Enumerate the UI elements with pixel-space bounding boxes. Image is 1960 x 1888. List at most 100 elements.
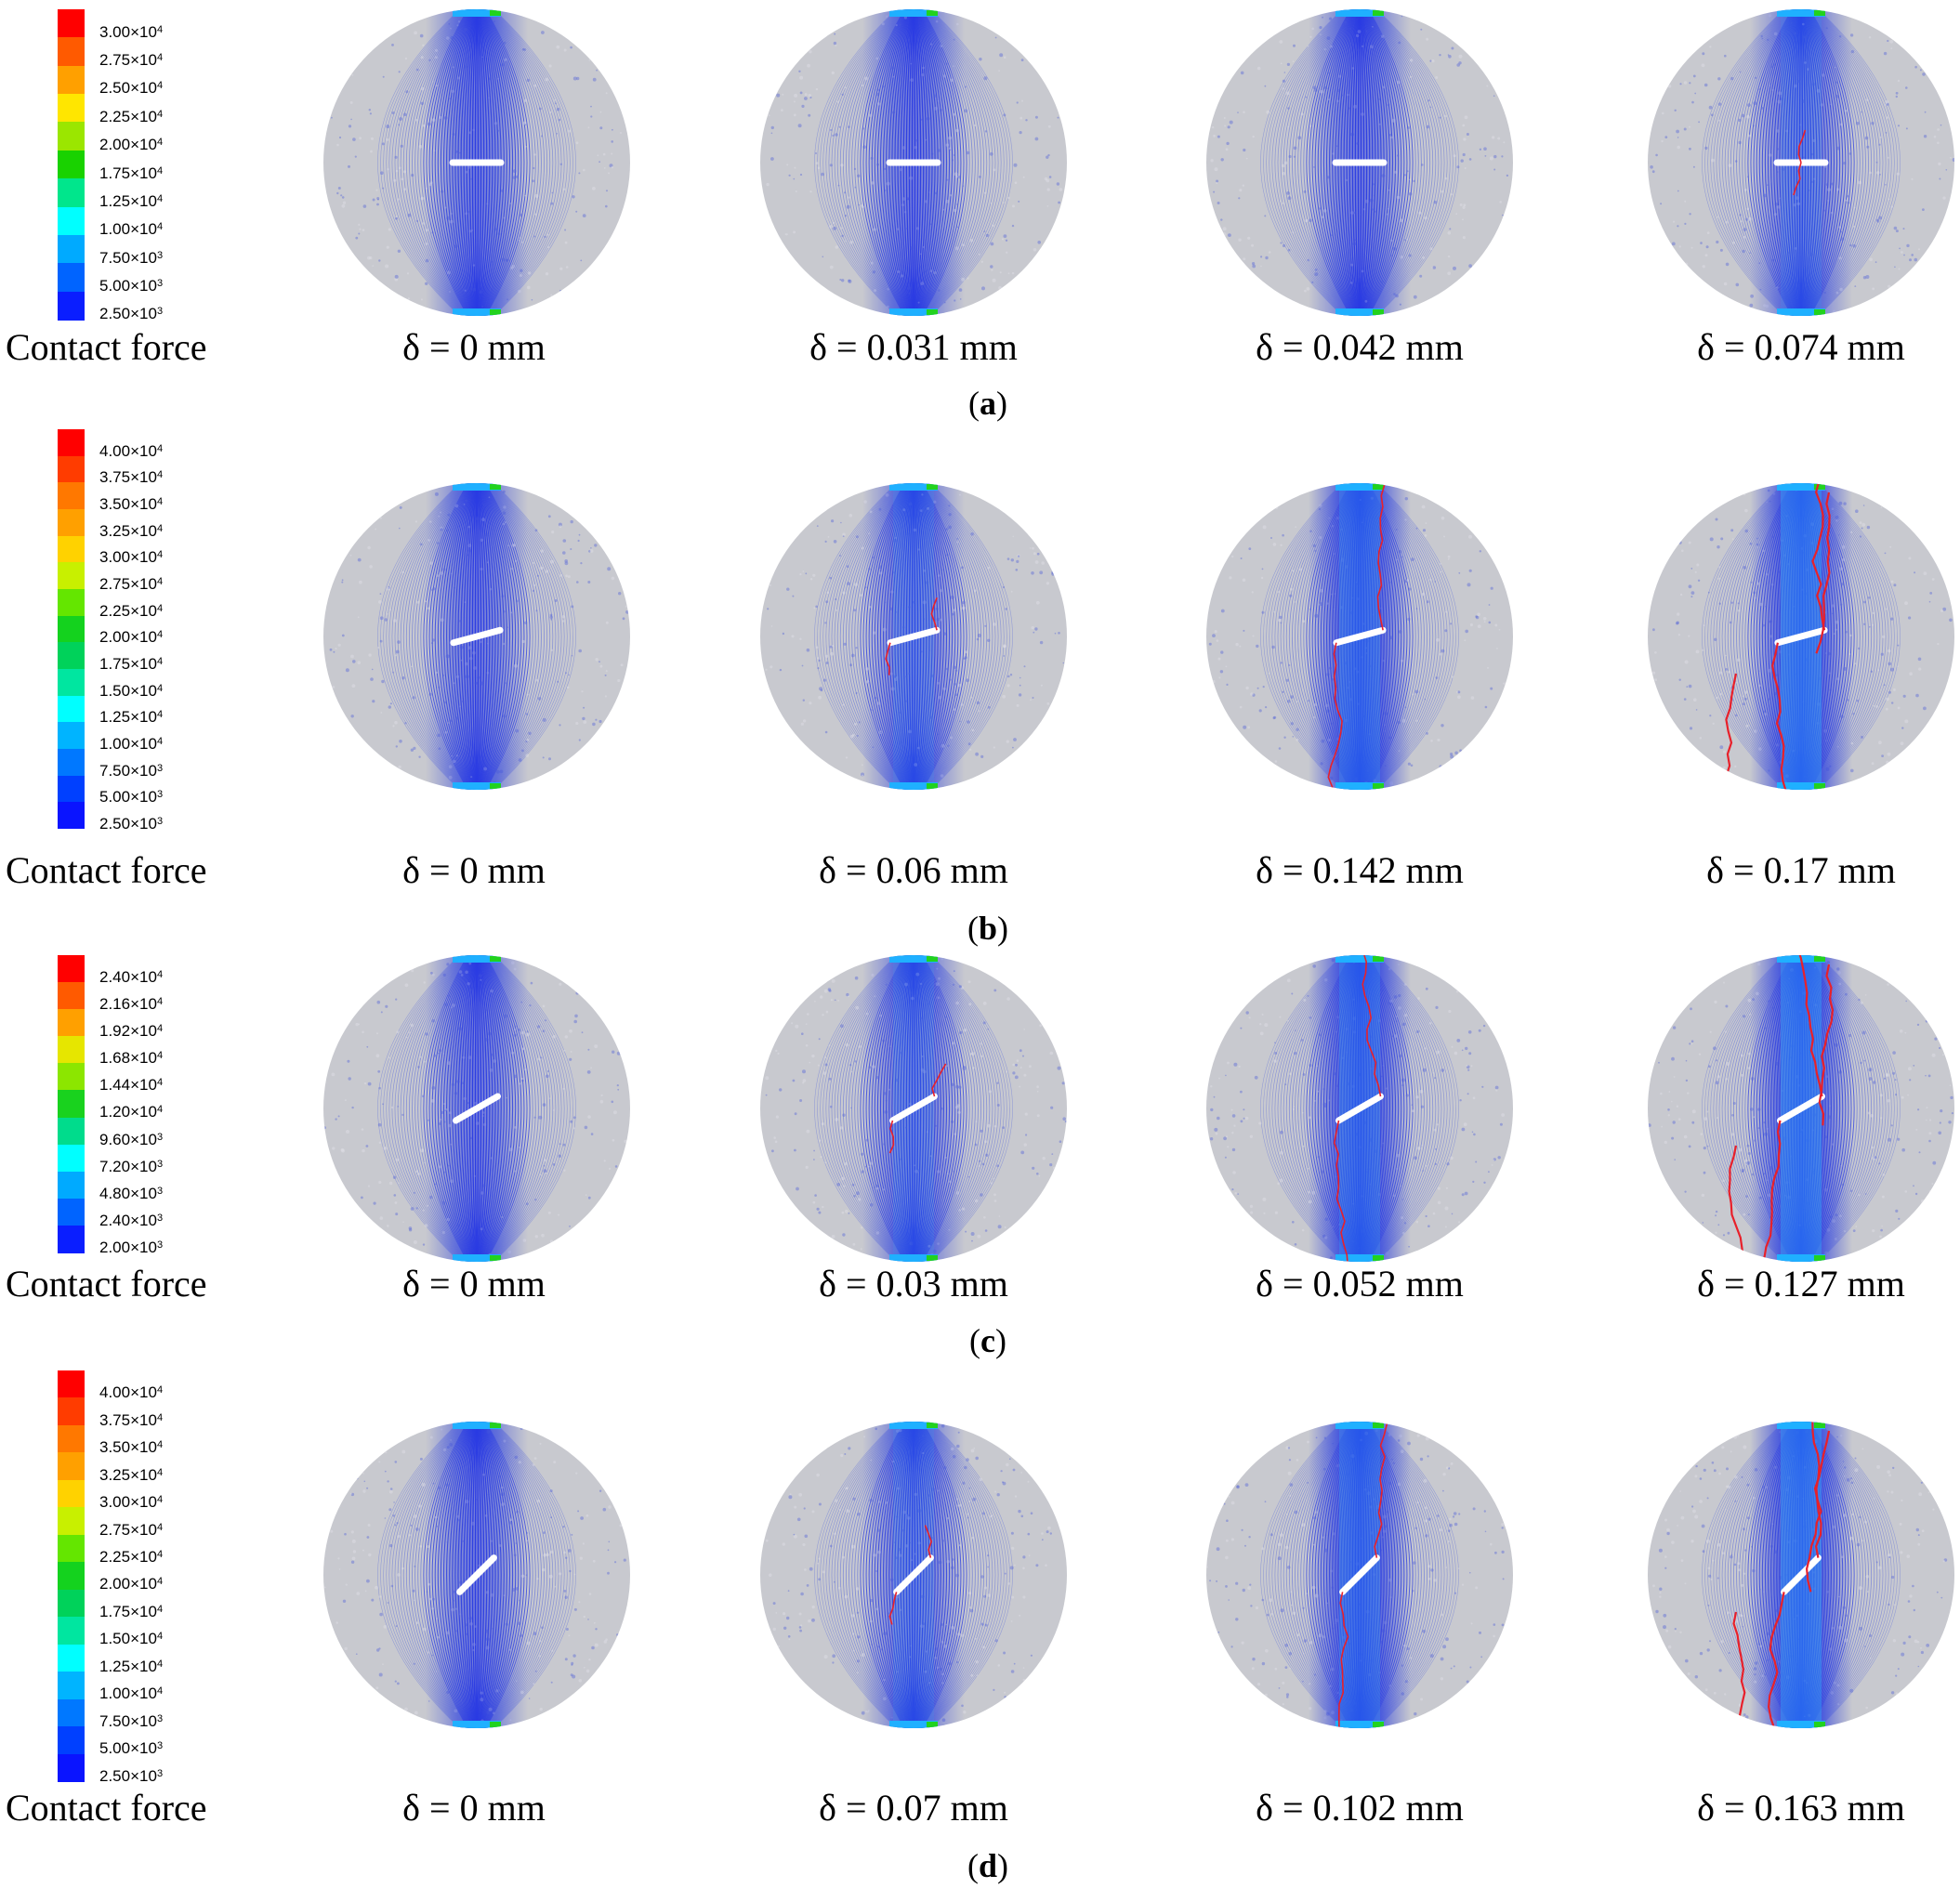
specimen-disk: [323, 9, 630, 316]
legend-swatch: [58, 9, 85, 38]
legend-tick-label: 1.68×104: [99, 1049, 164, 1068]
panel-label: (b): [967, 910, 1009, 947]
legend-title: Contact force: [6, 326, 207, 368]
legend-tick-label: 4.80×103: [99, 1184, 164, 1202]
loading-platen: [1335, 955, 1384, 963]
loading-platen: [1335, 308, 1384, 316]
displacement-caption: δ = 0.142 mm: [1256, 849, 1464, 891]
loading-platen: [889, 9, 938, 17]
crack: [888, 1120, 895, 1154]
legend-swatch: [58, 1424, 85, 1453]
legend-tick-label: 4.00×104: [99, 441, 164, 460]
legend-swatch: [58, 1009, 85, 1038]
crack: [1719, 673, 1738, 790]
legend-swatch: [58, 1063, 85, 1092]
displacement-caption: δ = 0.052 mm: [1256, 1263, 1464, 1305]
pre-existing-flaw: [1781, 1554, 1822, 1595]
legend-tick-label: 3.75×104: [99, 468, 164, 487]
crack: [1376, 484, 1386, 631]
legend-tick-label: 3.50×104: [99, 495, 164, 514]
panel-label: (d): [967, 1847, 1009, 1884]
crack: [1793, 162, 1802, 196]
pre-existing-flaw: [893, 1554, 934, 1595]
legend-tick-label: 3.75×104: [99, 1410, 164, 1429]
crack: [1732, 1611, 1748, 1728]
loading-platen: [453, 955, 501, 963]
loading-platen: [453, 9, 501, 17]
legend-swatch: [58, 982, 85, 1011]
crack: [1771, 642, 1788, 790]
legend-tick-label: 9.60×103: [99, 1130, 164, 1148]
crack: [1796, 955, 1823, 1097]
specimen-disk: [1206, 483, 1513, 790]
displacement-caption: δ = 0.102 mm: [1256, 1787, 1464, 1829]
legend-tick-label: 1.50×104: [99, 1630, 164, 1648]
legend-swatch: [58, 122, 85, 151]
crack: [1335, 1592, 1349, 1728]
pre-existing-flaw: [1333, 626, 1387, 647]
specimen-disk: [760, 9, 1067, 316]
legend-tick-label: 1.25×104: [99, 1657, 164, 1675]
loading-platen: [1777, 1254, 1825, 1262]
legend-swatch: [58, 1479, 85, 1508]
pre-existing-flaw: [1339, 1554, 1380, 1595]
crack: [1333, 1120, 1349, 1262]
legend-tick-label: 1.00×104: [99, 1685, 164, 1703]
legend-swatch: [58, 589, 85, 616]
legend-tick-label: 3.25×104: [99, 521, 164, 540]
legend-swatch: [58, 206, 85, 236]
legend-tick-label: 2.50×103: [99, 815, 164, 833]
crack: [1327, 642, 1343, 789]
crack: [885, 642, 891, 675]
legend-swatch: [58, 1090, 85, 1119]
crack: [1815, 492, 1831, 654]
specimen-disk: [760, 955, 1067, 1262]
legend-swatch: [58, 1617, 85, 1645]
loading-platen: [1777, 9, 1825, 17]
crack: [1361, 955, 1382, 1097]
legend-swatch: [58, 535, 85, 563]
panel-label: (c): [969, 1322, 1006, 1359]
legend-tick-label: 2.50×103: [99, 1766, 164, 1785]
crack: [931, 1063, 947, 1097]
pre-existing-flaw: [450, 626, 504, 647]
legend-tick-label: 2.75×104: [99, 1520, 164, 1539]
legend-title: Contact force: [6, 1263, 207, 1305]
loading-platen: [1335, 1422, 1384, 1429]
displacement-caption: δ = 0 mm: [402, 1787, 546, 1829]
legend-tick-label: 4.00×104: [99, 1383, 164, 1402]
loading-platen: [1777, 782, 1825, 790]
pre-existing-flaw: [452, 1093, 502, 1124]
legend-swatch: [58, 775, 85, 803]
legend-swatch: [58, 955, 85, 983]
displacement-caption: δ = 0.163 mm: [1697, 1787, 1905, 1829]
legend-swatch: [58, 178, 85, 208]
displacement-caption: δ = 0.17 mm: [1706, 849, 1896, 891]
crack: [1728, 1145, 1749, 1262]
legend-tick-label: 3.00×104: [99, 22, 164, 41]
legend-swatch: [58, 1397, 85, 1426]
loading-platen: [1335, 483, 1384, 491]
panel-label: (a): [968, 385, 1007, 422]
legend-tick-label: 1.00×104: [99, 220, 164, 239]
loading-platen: [889, 955, 938, 963]
legend-tick-label: 2.25×104: [99, 601, 164, 620]
loading-platen: [453, 1721, 501, 1728]
legend-swatch: [58, 1370, 85, 1398]
pre-existing-flaw: [456, 1554, 497, 1595]
legend-swatch: [58, 150, 85, 179]
loading-platen: [1335, 1254, 1384, 1262]
legend-title: Contact force: [6, 1787, 207, 1829]
legend-swatch: [58, 1171, 85, 1200]
legend-swatch: [58, 291, 85, 321]
crack: [930, 597, 938, 631]
legend-swatch: [58, 615, 85, 643]
crack: [924, 1525, 933, 1558]
specimen-disk: [760, 483, 1067, 790]
legend-swatch: [58, 263, 85, 293]
loading-platen: [889, 483, 938, 491]
displacement-caption: δ = 0 mm: [402, 849, 546, 891]
legend-swatch: [58, 669, 85, 696]
displacement-caption: δ = 0.07 mm: [819, 1787, 1008, 1829]
legend-swatch: [58, 562, 85, 590]
